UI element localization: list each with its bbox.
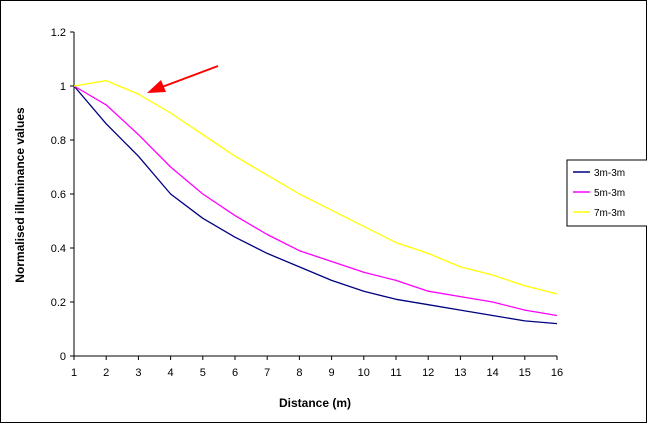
x-tick-label: 16 xyxy=(551,367,563,379)
x-axis-label: Distance (m) xyxy=(279,396,351,410)
y-tick-label: 0.2 xyxy=(51,297,66,309)
y-tick-label: 1.2 xyxy=(51,27,66,39)
annotation-arrow xyxy=(147,65,219,93)
y-tick-label: 0.4 xyxy=(51,243,66,255)
legend-label-5m-3m: 5m-3m xyxy=(594,188,625,199)
x-tick-label: 5 xyxy=(200,367,206,379)
y-axis-ticks: 0 0.2 0.4 0.6 0.8 1 1.2 xyxy=(51,27,74,363)
x-tick-label: 6 xyxy=(232,367,238,379)
y-tick-label: 0.6 xyxy=(51,189,66,201)
y-axis-label: Normalised illuminance values xyxy=(13,107,27,283)
x-axis-ticks: 1 2 3 4 5 6 7 8 9 10 11 12 13 14 15 16 xyxy=(71,356,563,379)
series-line-5m-3m xyxy=(73,85,558,317)
annotation-arrow-shaft xyxy=(161,65,219,88)
x-tick-label: 3 xyxy=(135,367,141,379)
y-tick-label: 0 xyxy=(60,351,66,363)
x-tick-label: 8 xyxy=(296,367,302,379)
x-tick-label: 7 xyxy=(264,367,270,379)
y-tick-label: 0.8 xyxy=(51,135,66,147)
x-tick-label: 4 xyxy=(168,367,174,379)
legend-label-7m-3m: 7m-3m xyxy=(594,208,625,219)
annotation-arrow-head xyxy=(147,80,166,93)
series-line-7m-3m xyxy=(73,79,558,295)
series-line-3m-3m xyxy=(73,85,558,325)
x-tick-label: 13 xyxy=(454,367,466,379)
legend-box xyxy=(566,159,647,227)
x-tick-label: 12 xyxy=(422,367,434,379)
x-tick-label: 2 xyxy=(103,367,109,379)
x-tick-label: 10 xyxy=(358,367,370,379)
legend-label-3m-3m: 3m-3m xyxy=(594,168,625,179)
x-tick-label: 15 xyxy=(519,367,531,379)
legend: 3m-3m 5m-3m 7m-3m xyxy=(566,159,647,227)
x-tick-label: 11 xyxy=(390,367,401,379)
x-tick-label: 14 xyxy=(486,367,498,379)
y-tick-label: 1 xyxy=(60,81,66,93)
x-tick-label: 1 xyxy=(71,367,77,379)
x-tick-label: 9 xyxy=(329,367,335,379)
series-lines xyxy=(73,79,558,325)
